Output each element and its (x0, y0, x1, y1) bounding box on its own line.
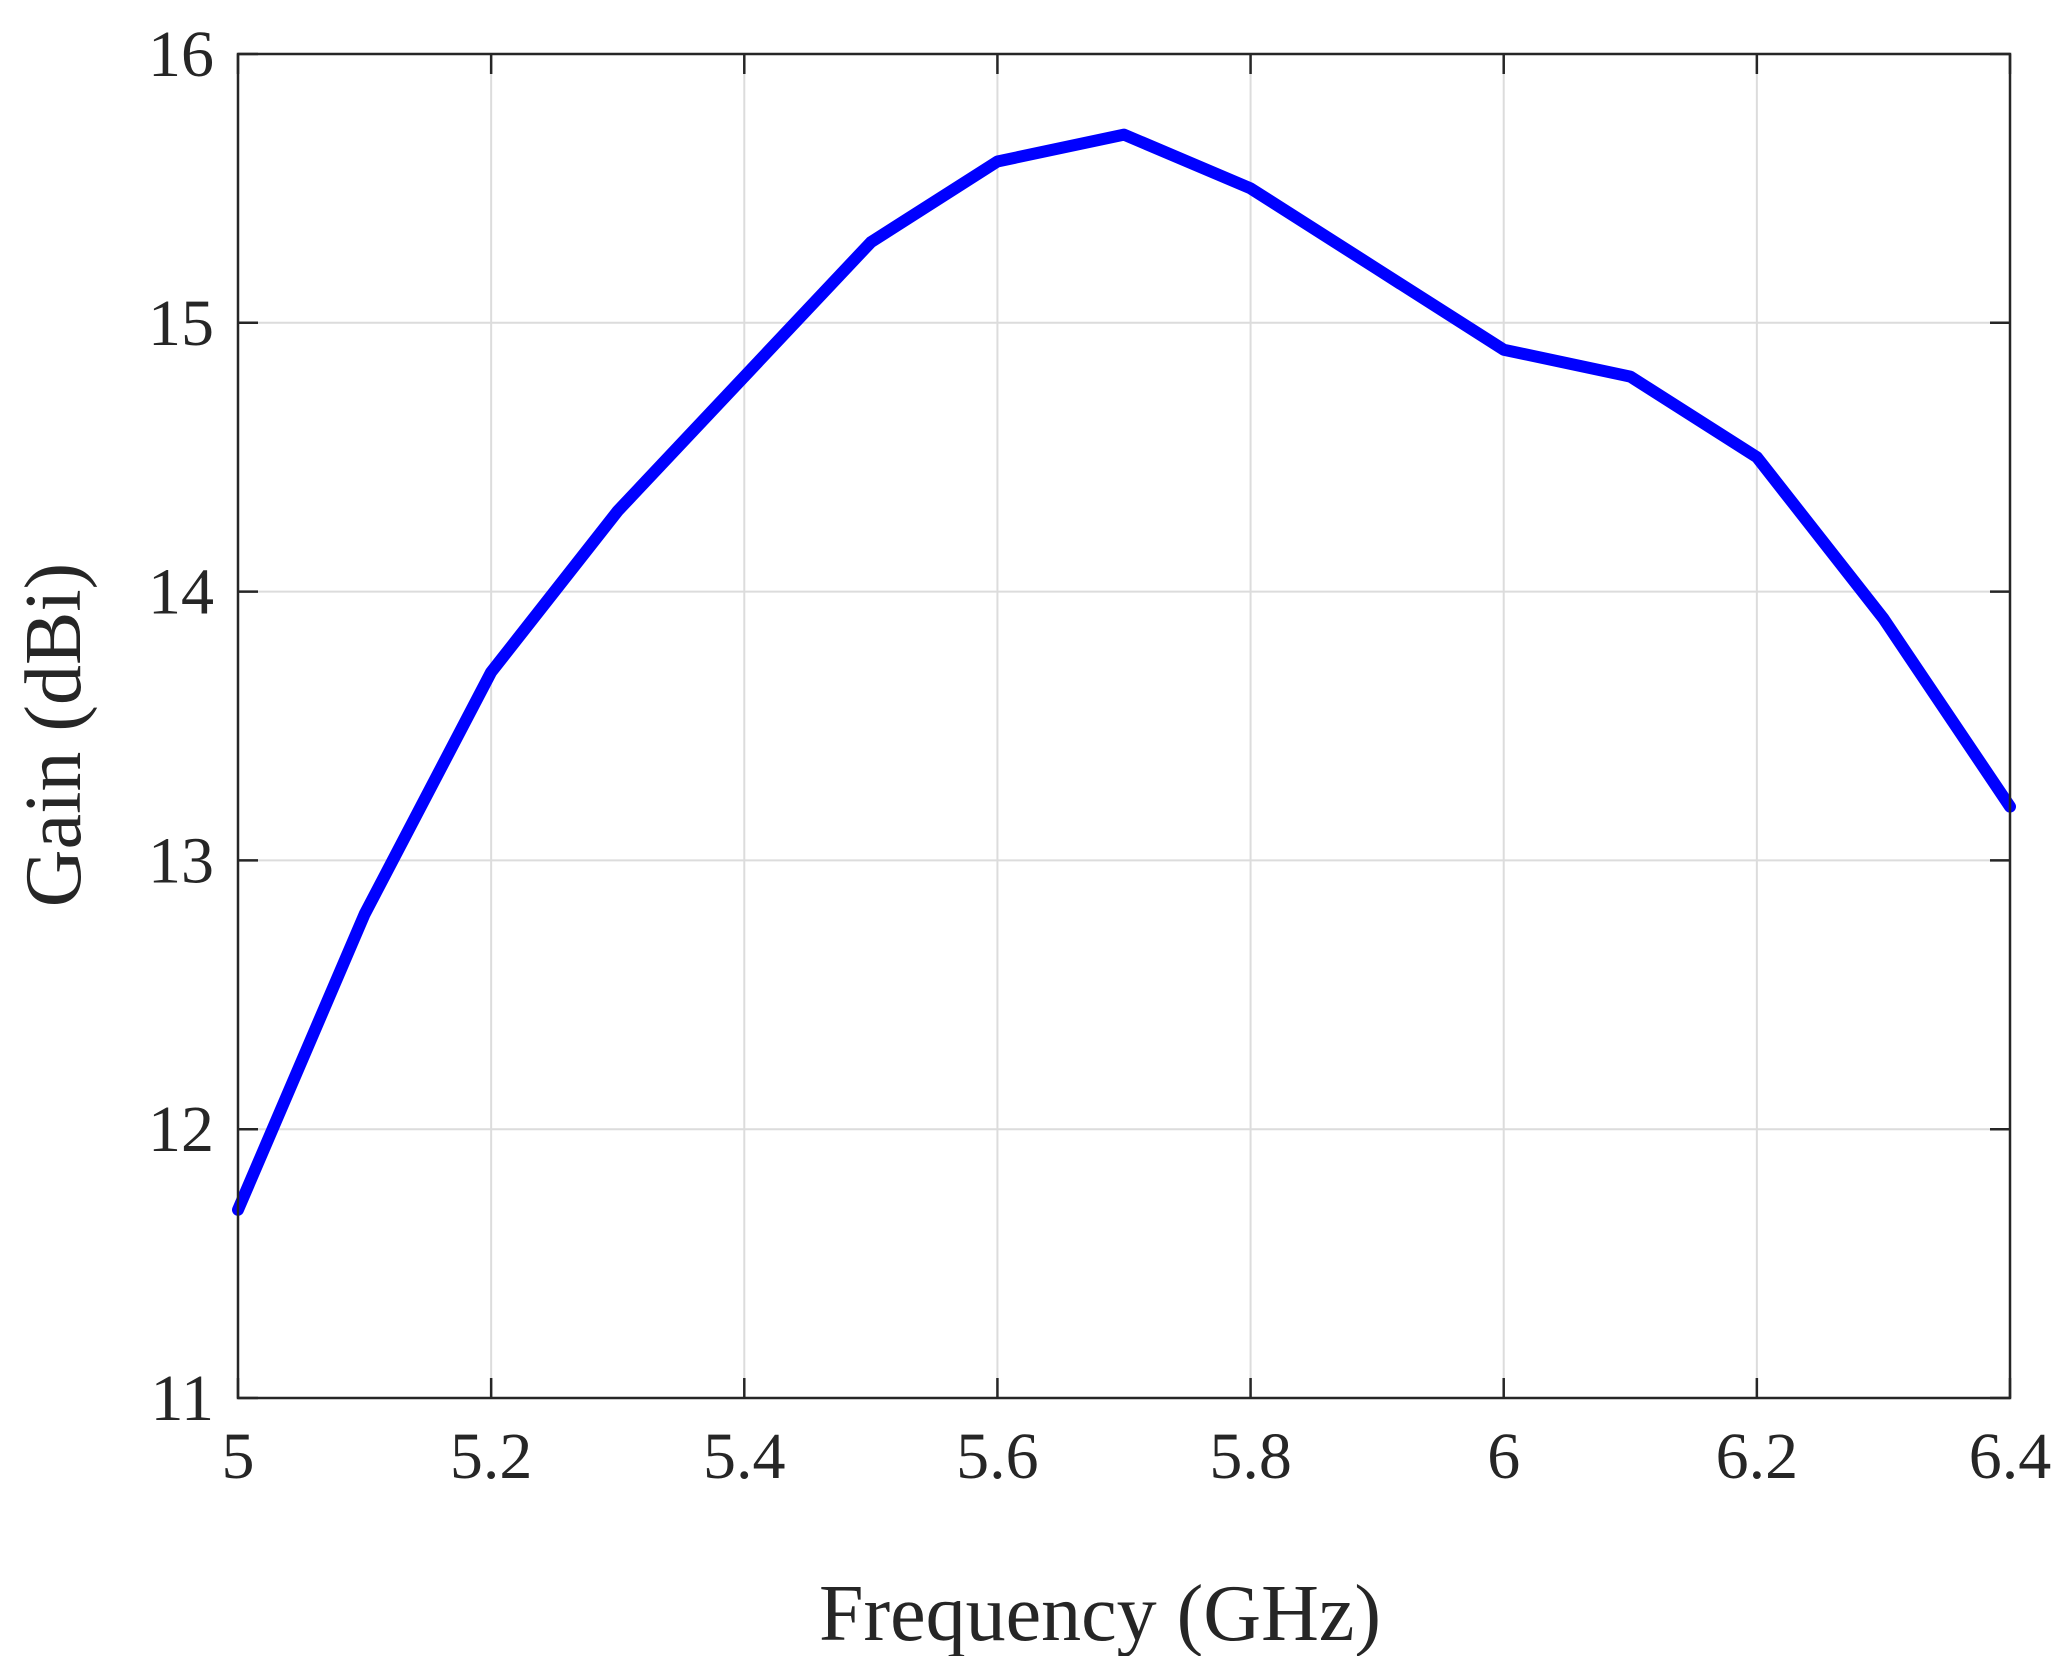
data-point (870, 241, 872, 243)
data-point (1882, 617, 1884, 619)
x-tick-label: 6 (1487, 1420, 1520, 1493)
data-point (490, 671, 492, 673)
x-tick-label: 5 (222, 1420, 255, 1493)
y-tick-label: 13 (148, 824, 214, 897)
y-tick-label: 15 (148, 287, 214, 360)
x-tick-label: 5.6 (956, 1420, 1039, 1493)
x-tick-label: 6.4 (1969, 1420, 2052, 1493)
data-point (996, 161, 998, 163)
axes-box (236, 52, 2012, 1400)
data-point (1123, 134, 1125, 136)
x-tick-label: 5.2 (450, 1420, 533, 1493)
y-axis-label: Gain (dBi) (10, 563, 98, 907)
y-tick-label: 14 (148, 556, 214, 629)
x-tick-label: 5.4 (703, 1420, 786, 1493)
x-tick-label: 6.2 (1716, 1420, 1799, 1493)
x-tick-label: 5.8 (1209, 1420, 1292, 1493)
y-tick-label: 16 (148, 18, 214, 91)
data-point (1629, 376, 1631, 378)
y-tick-label: 12 (148, 1093, 214, 1166)
y-tick-label: 11 (150, 1362, 214, 1435)
data-point (1250, 187, 1252, 189)
x-axis-label: Frequency (GHz) (819, 1570, 1381, 1656)
data-point (617, 510, 619, 512)
data-point (364, 913, 366, 915)
data-point (1503, 349, 1505, 351)
data-point (743, 376, 745, 378)
data-point (1376, 268, 1378, 270)
grid-lines (238, 54, 2010, 1398)
data-point (1756, 456, 1758, 458)
axes-frame (236, 52, 2012, 1400)
tick-labels: 5 5.2 5.4 5.6 5.8 6 6.2 6.4 11 12 13 14 15 16 (148, 18, 2051, 1493)
